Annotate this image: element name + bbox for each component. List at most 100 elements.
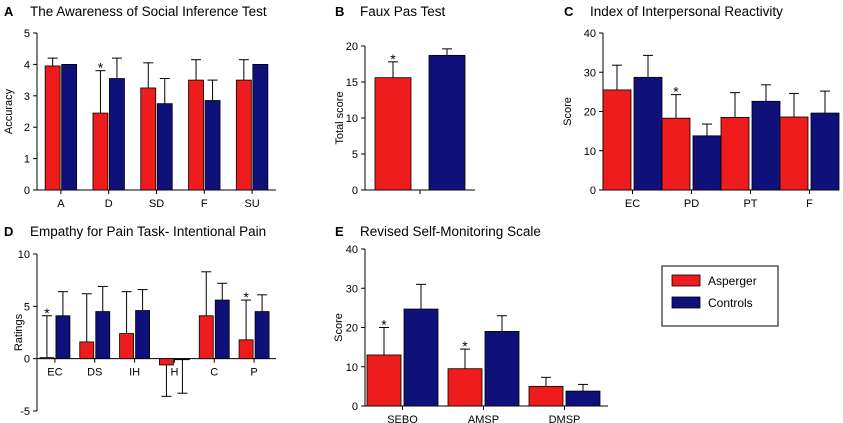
y-tick-label: 10 <box>584 146 596 158</box>
bar-controls-amsp <box>484 331 520 407</box>
bar-controls-dmsp <box>565 390 601 407</box>
x-tick-label: DS <box>87 367 102 379</box>
bar-controls-f <box>810 112 840 191</box>
x-tick-label: EC <box>625 198 640 210</box>
y-tick-label: 40 <box>346 244 358 256</box>
x-tick-label: EC <box>47 367 62 379</box>
bar-asperger-ec <box>39 357 55 360</box>
panel-letter: D <box>4 224 13 239</box>
bar-controls-ec <box>633 76 663 191</box>
panel-title: Index of Interpersonal Reactivity <box>590 4 783 19</box>
significance-star: * <box>462 338 468 354</box>
y-tick-label: 10 <box>18 249 30 261</box>
x-tick-label: SD <box>149 198 164 210</box>
panel-letter: E <box>335 224 344 239</box>
bar-asperger-sd <box>140 87 157 191</box>
x-tick-label: F <box>201 198 208 210</box>
panel-title: Revised Self-Monitoring Scale <box>360 224 541 239</box>
panel-title: Faux Pas Test <box>360 4 446 19</box>
y-axis-label: Total score <box>334 91 346 144</box>
x-tick-label: IH <box>129 367 140 379</box>
panel-title: The Awareness of Social Inference Test <box>30 4 267 19</box>
panel-letter: C <box>564 4 574 19</box>
panel-letter: B <box>335 4 344 19</box>
x-tick-label: P <box>250 367 257 379</box>
bar-asperger-p <box>238 339 254 360</box>
y-tick-label: 20 <box>346 41 358 53</box>
bar-asperger-item <box>374 77 412 191</box>
bar-controls-a <box>61 64 78 191</box>
legend-label-asperger: Asperger <box>708 274 757 288</box>
bar-asperger-c <box>198 315 214 360</box>
x-tick-label: DMSP <box>549 414 581 423</box>
legend-label-controls: Controls <box>708 296 753 310</box>
significance-star: * <box>98 60 104 76</box>
y-tick-label: 0 <box>24 354 30 366</box>
bar-controls-c <box>214 299 230 360</box>
bar-asperger-pt <box>720 116 750 191</box>
y-axis-label: Ratings <box>13 313 25 351</box>
bar-controls-ec <box>55 315 71 360</box>
bar-asperger-f <box>779 116 809 191</box>
panel-d: D Empathy for Pain Task- Intentional Pain… <box>4 224 276 418</box>
significance-star: * <box>673 84 679 100</box>
panel-a: A The Awareness of Social Inference Test 0… <box>3 4 276 210</box>
x-tick-label: H <box>170 367 178 379</box>
bar-controls-ih <box>135 310 150 360</box>
y-tick-label: 0 <box>352 185 358 197</box>
x-tick-label: AMSP <box>468 414 499 423</box>
y-axis-label: Score <box>562 97 574 126</box>
y-tick-label: 10 <box>346 113 358 125</box>
significance-star: * <box>390 51 396 67</box>
y-tick-label: 15 <box>346 77 358 89</box>
bar-controls-su <box>252 64 269 191</box>
y-tick-label: 30 <box>346 283 358 295</box>
significance-star: * <box>44 305 50 321</box>
legend-swatch-asperger <box>671 274 701 287</box>
bar-controls-p <box>254 311 270 360</box>
bar-asperger-ds <box>79 341 95 360</box>
x-tick-label: C <box>210 367 218 379</box>
y-tick-label: 2 <box>24 122 30 134</box>
bar-controls-d <box>109 78 125 191</box>
y-tick-label: 0 <box>590 185 596 197</box>
bar-asperger-pd <box>661 117 691 191</box>
y-tick-label: 5 <box>352 149 358 161</box>
x-tick-label: PT <box>743 198 757 210</box>
y-tick-label: 4 <box>24 59 30 71</box>
x-tick-label: F <box>806 198 813 210</box>
y-tick-label: 3 <box>24 91 30 103</box>
x-tick-label: PD <box>684 198 699 210</box>
bar-asperger-h <box>159 358 174 366</box>
bar-asperger-amsp <box>447 368 483 407</box>
bar-controls-sd <box>156 103 173 191</box>
panel-title: Empathy for Pain Task- Intentional Pain <box>30 224 266 239</box>
bar-asperger-f <box>188 79 204 191</box>
significance-star: * <box>381 317 387 333</box>
bar-asperger-dmsp <box>528 385 564 407</box>
bar-controls-h <box>175 358 190 361</box>
y-tick-label: 5 <box>24 301 30 313</box>
y-tick-label: 0 <box>24 185 30 197</box>
bar-asperger-sebo <box>366 354 402 407</box>
y-tick-label: 40 <box>584 28 596 40</box>
bar-controls-item <box>428 54 466 191</box>
panel-letter: A <box>4 4 14 19</box>
y-tick-label: 20 <box>584 107 596 119</box>
bar-asperger-ec <box>602 89 632 191</box>
bar-controls-ds <box>95 311 111 360</box>
bar-asperger-ih <box>119 333 134 360</box>
x-tick-label: D <box>105 198 113 210</box>
bar-asperger-a <box>44 65 61 191</box>
bar-asperger-d <box>92 112 109 191</box>
y-tick-label: 5 <box>24 28 30 40</box>
y-tick-label: 30 <box>584 67 596 79</box>
panel-c: C Index of Interpersonal Reactivity 0 10 20 3… <box>562 4 840 210</box>
y-axis-label: Score <box>333 313 345 342</box>
bar-controls-pt <box>751 100 781 191</box>
bar-controls-f <box>204 100 221 191</box>
y-tick-label: 1 <box>24 154 30 166</box>
y-tick-label: 20 <box>346 323 358 335</box>
legend: Asperger Controls <box>661 265 779 327</box>
